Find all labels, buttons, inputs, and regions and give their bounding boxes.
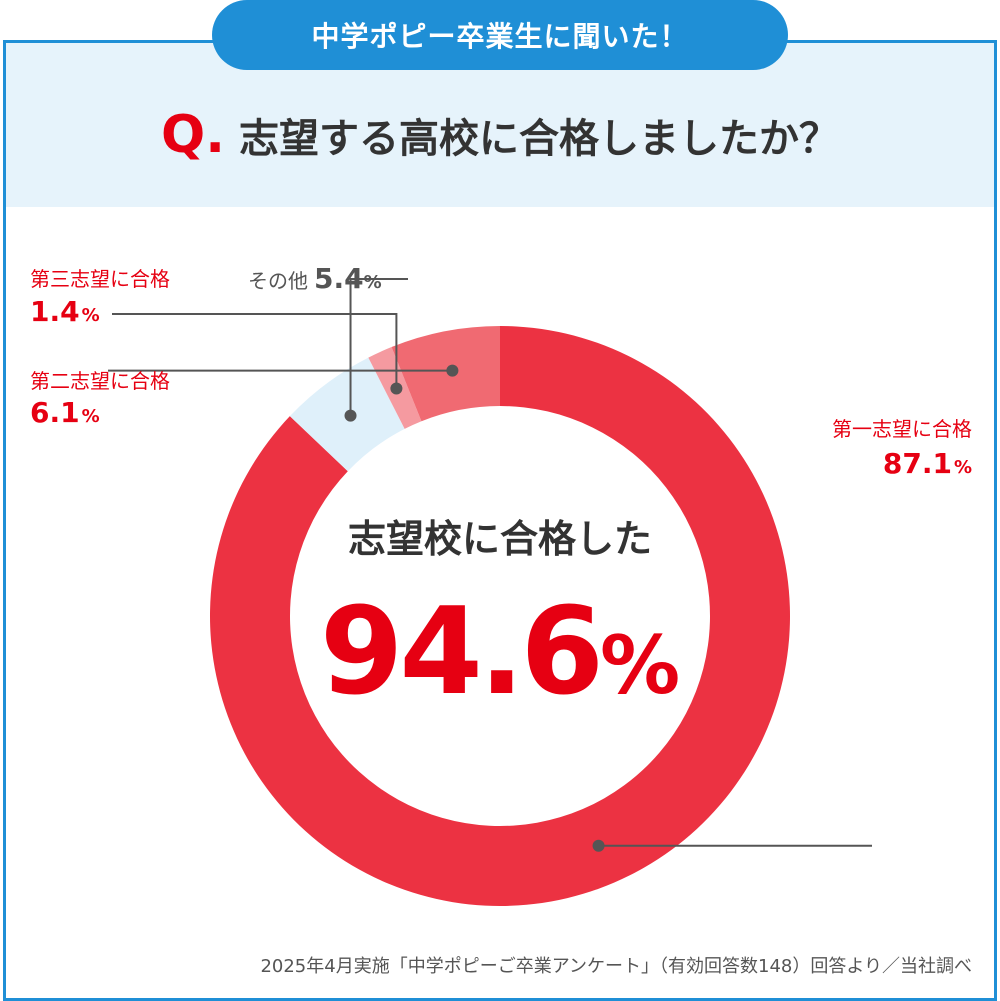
donut-slice-3 [391, 326, 500, 422]
slice-value-first-choice: 87.1% [883, 447, 972, 480]
leader-line-2 [112, 313, 398, 389]
survey-badge-text: 中学ポピー卒業生に聞いた！ [311, 20, 689, 53]
slice-value-third-choice-num: 1.4 [30, 295, 80, 328]
center-title: 志望校に合格した [347, 517, 652, 561]
center-total-number: 94.6 [319, 583, 604, 722]
slice-value-third-choice-unit: % [81, 305, 100, 326]
center-total-value: 94.6% [300, 588, 700, 731]
slice-value-first-choice-unit: % [953, 457, 972, 478]
leader-dot-2 [390, 382, 403, 395]
question-band [6, 43, 994, 207]
slice-value-first-choice-num: 87.1 [882, 447, 952, 480]
center-total-unit: % [599, 619, 681, 712]
leader-dot-3 [446, 364, 459, 377]
slice-label-third-choice: 第三志望に合格 [30, 267, 170, 291]
leader-dot-0 [592, 839, 605, 852]
slice-value-other-unit: % [363, 272, 382, 293]
slice-label-other-text: その他 [248, 269, 308, 293]
question-mark: Q. [161, 105, 225, 165]
slice-value-second-choice-unit: % [81, 406, 100, 427]
question-heading: Q. 志望する高校に合格しましたか？ [0, 100, 1000, 170]
slice-value-second-choice-num: 6.1 [30, 396, 80, 429]
question-text: 志望する高校に合格しましたか？ [238, 116, 839, 162]
slice-label-first-choice: 第一志望に合格 [832, 417, 972, 441]
source-footnote: 2025年4月実施「中学ポピーご卒業アンケート」（有効回答数148）回答より／当… [260, 956, 972, 977]
slice-value-third-choice: 1.4% [30, 295, 100, 328]
slice-value-second-choice: 6.1% [30, 396, 100, 429]
slice-label-second-choice: 第二志望に合格 [30, 369, 170, 393]
slice-label-other: その他 5.4% [248, 262, 382, 295]
survey-badge: 中学ポピー卒業生に聞いた！ [212, 0, 788, 70]
leader-dot-1 [344, 409, 357, 422]
slice-value-other-num: 5.4 [314, 262, 364, 295]
